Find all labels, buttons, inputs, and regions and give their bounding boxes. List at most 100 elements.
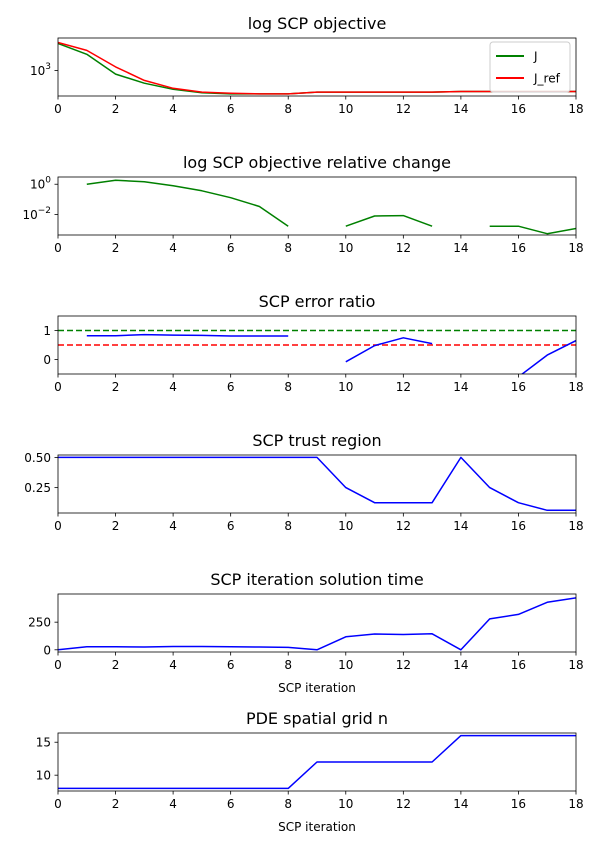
x-tick-label: 2 — [112, 380, 120, 394]
x-tick-label: 16 — [511, 658, 526, 672]
series-1-line-segment-2 — [345, 337, 433, 363]
series-1-line-segment-3 — [520, 339, 576, 374]
x-tick-label: 12 — [396, 797, 411, 811]
legend-label-j: J — [533, 50, 538, 64]
x-tick-label: 14 — [453, 797, 468, 811]
x-tick-label: 6 — [227, 380, 235, 394]
x-tick-label: 12 — [396, 102, 411, 116]
y-tick-label: 103 — [30, 62, 51, 78]
legend-label-j-ref: J_ref — [533, 72, 561, 86]
y-tick-label: 10 — [36, 769, 51, 783]
chart-title: SCP error ratio — [259, 292, 376, 311]
series-1-line-segment-1 — [86, 179, 289, 227]
x-tick-label: 16 — [511, 241, 526, 255]
x-tick-label: 16 — [511, 797, 526, 811]
x-tick-label: 10 — [338, 241, 353, 255]
series-1-line-segment-3 — [489, 225, 576, 235]
x-tick-label: 16 — [511, 102, 526, 116]
x-tick-label: 12 — [396, 241, 411, 255]
x-tick-label: 10 — [338, 797, 353, 811]
axes-frame — [57, 176, 577, 236]
y-tick-label: 10−2 — [22, 206, 51, 222]
x-tick-label: 2 — [112, 797, 120, 811]
y-tick-label: 100 — [30, 176, 51, 192]
chart-title: log SCP objective — [248, 14, 387, 33]
x-tick-label: 12 — [396, 519, 411, 533]
x-tick-label: 14 — [453, 102, 468, 116]
x-tick-label: 8 — [284, 658, 292, 672]
y-tick-label: 0.25 — [24, 481, 51, 495]
chart-title: SCP trust region — [252, 431, 381, 450]
x-tick-label: 0 — [54, 241, 62, 255]
x-tick-label: 8 — [284, 380, 292, 394]
x-tick-label: 14 — [453, 380, 468, 394]
x-tick-label: 2 — [112, 658, 120, 672]
x-tick-label: 4 — [169, 658, 177, 672]
chart-title: SCP iteration solution time — [210, 570, 423, 589]
axes-frame — [57, 315, 577, 375]
x-tick-label: 18 — [568, 102, 583, 116]
x-tick-label: 4 — [169, 380, 177, 394]
axes-frame — [57, 593, 577, 653]
chart-panel-1: log SCP objective 0 2 4 6 8 10 12 14 16 18 103 J J_re… — [30, 14, 584, 116]
x-tick-label: 18 — [568, 519, 583, 533]
x-tick-label: 2 — [112, 241, 120, 255]
x-tick-label: 10 — [338, 380, 353, 394]
x-tick-label: 18 — [568, 241, 583, 255]
series-1-line-segment-2 — [345, 214, 433, 227]
x-tick-label: 0 — [54, 519, 62, 533]
x-tick-label: 2 — [112, 102, 120, 116]
x-tick-label: 0 — [54, 102, 62, 116]
x-tick-label: 6 — [227, 519, 235, 533]
x-tick-label: 6 — [227, 658, 235, 672]
chart-panel-2: log SCP objective relative change 0 2 4 6 8 10… — [22, 153, 583, 255]
chart-panel-6: PDE spatial grid n 0 2 4 6 8 10 12 14 16 18 15 10 SCP… — [36, 709, 584, 834]
x-tick-label: 6 — [227, 241, 235, 255]
x-axis-label: SCP iteration — [278, 681, 356, 695]
y-tick-label: 15 — [36, 736, 51, 750]
x-tick-label: 18 — [568, 658, 583, 672]
x-tick-label: 8 — [284, 102, 292, 116]
x-tick-label: 0 — [54, 658, 62, 672]
x-tick-label: 8 — [284, 797, 292, 811]
series-1-line-segment-1 — [86, 333, 289, 337]
y-tick-label: 0 — [43, 643, 51, 657]
y-tick-label: 0 — [43, 353, 51, 367]
chart-title: log SCP objective relative change — [183, 153, 451, 172]
j-ref-line — [58, 41, 576, 95]
x-tick-label: 14 — [453, 519, 468, 533]
series-1-line — [58, 597, 576, 651]
y-tick-label: 250 — [28, 616, 51, 630]
x-tick-label: 16 — [511, 519, 526, 533]
x-tick-label: 12 — [396, 380, 411, 394]
x-tick-label: 6 — [227, 797, 235, 811]
legend-box — [489, 41, 571, 93]
x-tick-label: 6 — [227, 102, 235, 116]
chart-panel-5: SCP iteration solution time 0 2 4 6 8 10 12 14 16… — [28, 570, 584, 695]
x-tick-label: 4 — [169, 241, 177, 255]
axes-frame — [57, 454, 577, 514]
x-tick-label: 16 — [511, 380, 526, 394]
x-tick-label: 4 — [169, 519, 177, 533]
x-axis-label: SCP iteration — [278, 820, 356, 834]
x-tick-label: 4 — [169, 797, 177, 811]
x-tick-label: 14 — [453, 241, 468, 255]
x-tick-label: 8 — [284, 519, 292, 533]
chart-title: PDE spatial grid n — [246, 709, 388, 728]
y-tick-label: 1 — [43, 324, 51, 338]
x-tick-label: 2 — [112, 519, 120, 533]
legend: J J_ref — [489, 41, 571, 93]
x-tick-label: 0 — [54, 380, 62, 394]
series-1-line — [58, 734, 576, 790]
x-tick-label: 10 — [338, 519, 353, 533]
x-tick-label: 8 — [284, 241, 292, 255]
y-tick-label: 0.50 — [24, 451, 51, 465]
x-tick-label: 12 — [396, 658, 411, 672]
series-1-line — [58, 456, 576, 512]
axes-frame — [57, 37, 577, 97]
x-tick-label: 10 — [338, 658, 353, 672]
axes-frame — [57, 732, 577, 792]
x-tick-label: 18 — [568, 380, 583, 394]
